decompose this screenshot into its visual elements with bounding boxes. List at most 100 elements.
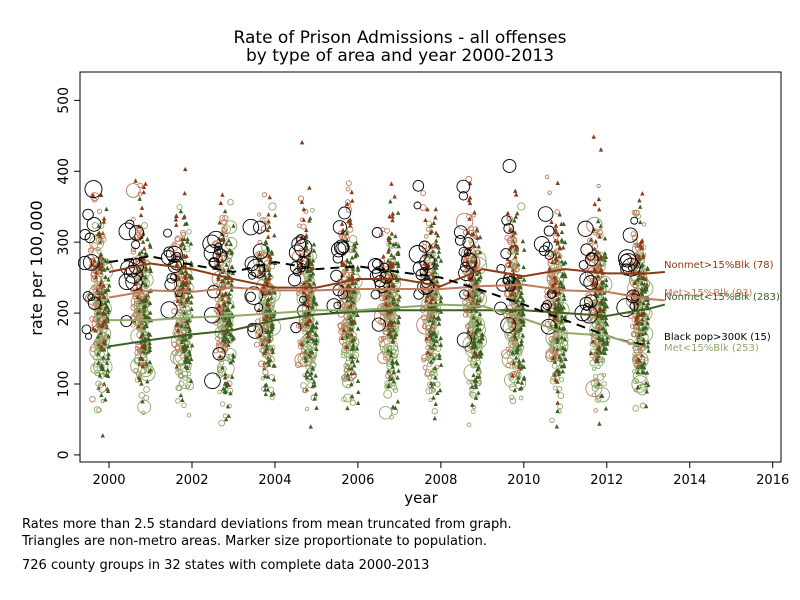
scatter-triangle xyxy=(313,391,319,397)
scatter-triangle xyxy=(599,315,605,320)
trend-line-black-pop xyxy=(108,255,649,346)
scatter-circle xyxy=(348,292,353,297)
scatter-triangle xyxy=(438,309,444,314)
scatter-triangle xyxy=(639,245,644,250)
scatter-circle xyxy=(218,419,226,427)
scatter-triangle xyxy=(392,194,397,199)
scatter-triangle xyxy=(520,297,526,302)
scatter-circle xyxy=(412,180,425,192)
scatter-circle xyxy=(385,284,392,292)
scatter-triangle xyxy=(340,227,346,233)
scatter-circle xyxy=(87,247,94,254)
scatter-triangle xyxy=(516,375,521,380)
scatter-triangle xyxy=(633,317,639,322)
scatter-circle xyxy=(453,225,468,239)
scatter-triangle xyxy=(505,210,511,216)
scatter-circle xyxy=(288,244,306,261)
scatter-triangle xyxy=(132,235,138,241)
scatter-triangle xyxy=(223,335,228,340)
scatter-triangle xyxy=(141,184,147,190)
scatter-circle xyxy=(508,383,517,392)
scatter-triangle xyxy=(521,357,526,363)
scatter-triangle xyxy=(299,234,305,239)
scatter-triangle xyxy=(558,357,564,363)
scatter-triangle xyxy=(264,313,269,318)
y-axis-label: rate per 100,000 xyxy=(27,200,46,335)
scatter-circle xyxy=(427,381,435,388)
scatter-triangle xyxy=(562,296,567,301)
scatter-circle xyxy=(212,240,220,248)
scatter-circle xyxy=(592,366,597,371)
scatter-triangle xyxy=(425,349,431,355)
scatter-circle xyxy=(500,316,517,334)
y-tick-label: 500 xyxy=(56,87,72,114)
trend-line-met-low xyxy=(109,303,649,350)
scatter-triangle xyxy=(638,242,643,248)
scatter-triangle xyxy=(518,366,524,371)
scatter-circle xyxy=(594,384,600,389)
scatter-circle xyxy=(247,322,264,339)
scatter-circle xyxy=(252,243,269,260)
scatter-triangle xyxy=(189,274,194,279)
scatter-triangle xyxy=(389,320,394,325)
scatter-triangle xyxy=(220,192,225,197)
scatter-triangle xyxy=(230,270,236,276)
scatter-triangle xyxy=(559,229,565,235)
scatter-triangle xyxy=(183,337,189,342)
scatter-triangle xyxy=(518,327,523,332)
scatter-triangle xyxy=(433,238,439,243)
scatter-circle xyxy=(389,414,394,420)
scatter-triangle xyxy=(438,298,443,304)
scatter-triangle xyxy=(550,259,555,265)
scatter-triangle xyxy=(220,337,226,343)
scatter-points xyxy=(77,134,654,438)
scatter-triangle xyxy=(313,340,318,346)
scatter-circle xyxy=(163,246,175,258)
scatter-triangle xyxy=(270,324,276,329)
scatter-triangle xyxy=(519,380,525,385)
scatter-triangle xyxy=(396,263,401,268)
scatter-circle xyxy=(84,180,103,199)
scatter-triangle xyxy=(393,233,398,239)
scatter-triangle xyxy=(349,393,355,399)
scatter-triangle xyxy=(602,350,608,356)
scatter-circle xyxy=(98,335,106,342)
scatter-triangle xyxy=(339,221,345,226)
scatter-circle xyxy=(297,195,305,202)
scatter-circle xyxy=(502,276,511,285)
scatter-triangle xyxy=(438,294,444,300)
scatter-circle xyxy=(634,245,640,251)
scatter-triangle xyxy=(433,215,438,220)
scatter-triangle xyxy=(96,385,101,390)
scatter-triangle xyxy=(388,353,394,358)
scatter-triangle xyxy=(266,234,271,239)
scatter-circle xyxy=(637,348,643,354)
scatter-triangle xyxy=(471,342,477,347)
scatter-triangle xyxy=(309,375,315,381)
scatter-circle xyxy=(296,223,302,229)
scatter-triangle xyxy=(96,360,101,365)
scatter-triangle xyxy=(477,269,482,274)
scatter-circle xyxy=(458,247,469,258)
scatter-triangle xyxy=(185,236,190,241)
scatter-circle xyxy=(466,422,472,428)
scatter-circle xyxy=(214,242,223,251)
scatter-triangle xyxy=(555,232,561,237)
scatter-circle xyxy=(383,329,389,335)
scatter-triangle xyxy=(312,396,317,401)
scatter-triangle xyxy=(511,360,516,365)
scatter-triangle xyxy=(520,309,525,314)
scatter-circle xyxy=(217,294,223,300)
scatter-triangle xyxy=(143,181,148,186)
scatter-triangle xyxy=(555,339,560,344)
scatter-triangle xyxy=(349,381,354,387)
scatter-circle xyxy=(456,179,471,194)
scatter-triangle xyxy=(222,208,228,214)
scatter-triangle xyxy=(311,281,317,286)
scatter-circle xyxy=(164,277,178,291)
scatter-circle xyxy=(620,253,632,266)
scatter-circle xyxy=(429,370,435,377)
scatter-triangle xyxy=(603,406,609,411)
scatter-triangle xyxy=(601,306,607,311)
scatter-triangle xyxy=(266,296,271,302)
